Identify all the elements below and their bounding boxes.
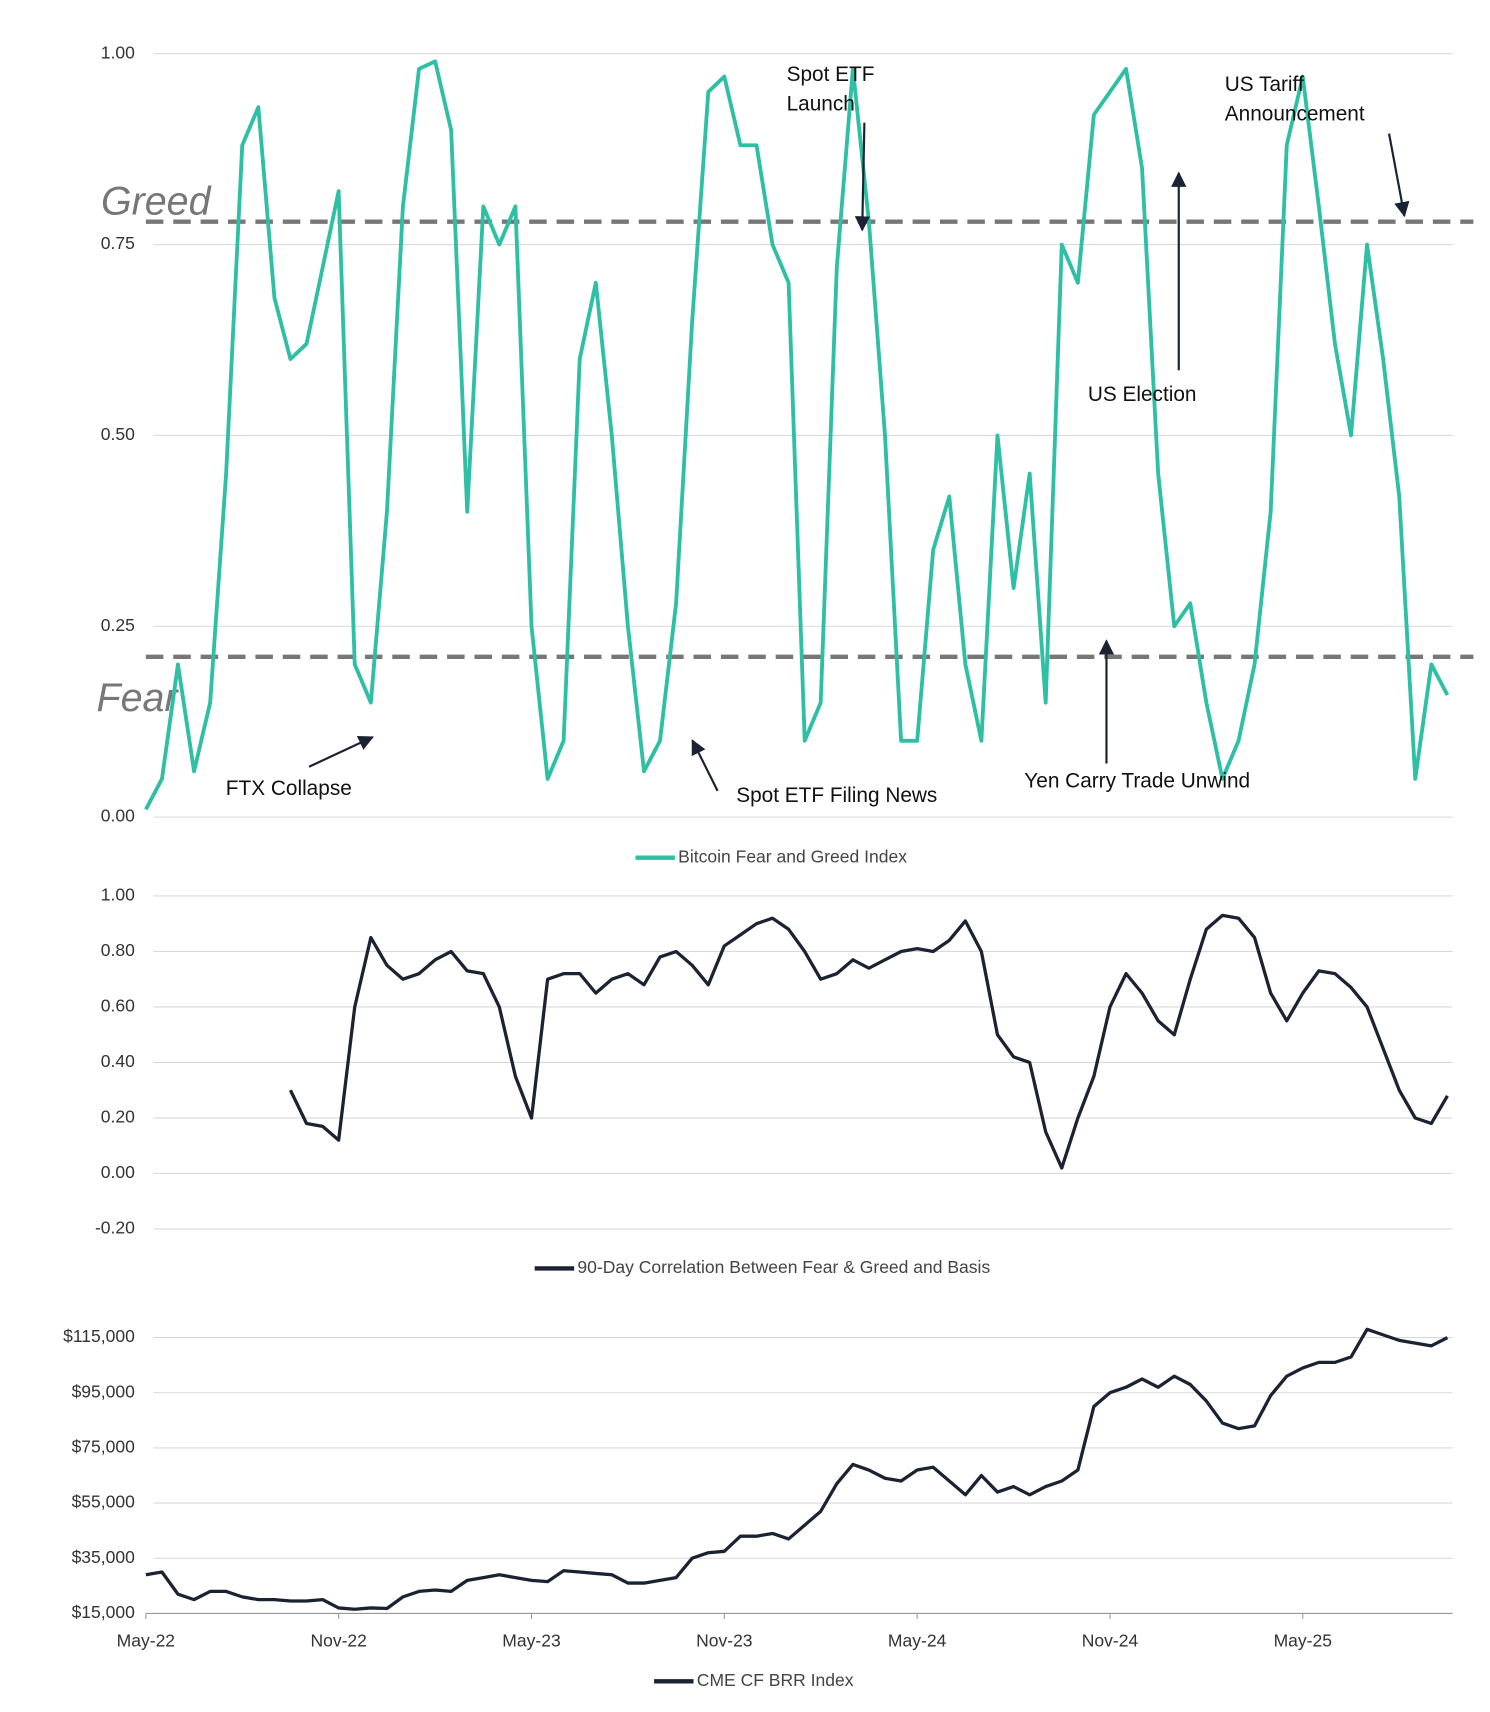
x-tick-label: Nov-24 [1082, 1631, 1139, 1651]
annotation-arrow [1387, 133, 1410, 218]
x-tick-label: May-25 [1274, 1631, 1332, 1651]
x-tick-label: May-23 [502, 1631, 560, 1651]
reference-label: Fear [97, 676, 180, 720]
reference-label: Greed [101, 180, 212, 224]
y-tick-label: 0.20 [101, 1107, 135, 1127]
x-tick-label: Nov-23 [696, 1631, 752, 1651]
annotation: Spot ETF [787, 63, 875, 86]
annotation: US Election [1088, 383, 1197, 406]
x-tick-label: Nov-22 [310, 1631, 366, 1651]
y-tick-label: $75,000 [72, 1437, 136, 1457]
series-line [288, 913, 1449, 1170]
annotation-arrow [854, 122, 871, 232]
y-tick-label: 0.25 [101, 615, 135, 635]
y-tick-label: 1.00 [101, 885, 135, 905]
annotation: Launch [787, 93, 855, 116]
annotation: Yen Carry Trade Unwind [1024, 770, 1250, 793]
y-tick-label: 0.50 [101, 424, 135, 444]
y-tick-label: $55,000 [72, 1492, 136, 1512]
legend-label: Bitcoin Fear and Greed Index [678, 846, 907, 866]
y-tick-label: 0.00 [101, 1162, 135, 1182]
annotation: Announcement [1225, 103, 1365, 126]
y-tick-label: $35,000 [72, 1547, 136, 1567]
x-tick-label: May-22 [117, 1631, 175, 1651]
y-tick-label: $95,000 [72, 1381, 136, 1401]
annotation-arrow [308, 736, 374, 768]
legend-label: CME CF BRR Index [697, 1670, 854, 1690]
y-tick-label: 1.00 [101, 42, 135, 62]
annotation: FTX Collapse [226, 777, 352, 800]
series-line [145, 1327, 1449, 1611]
annotation: Spot ETF Filing News [736, 784, 937, 807]
y-tick-label: $115,000 [63, 1326, 135, 1346]
y-tick-label: 0.00 [101, 806, 135, 826]
y-tick-label: 0.60 [101, 996, 135, 1016]
y-tick-label: 0.80 [101, 940, 135, 960]
legend-label: 90-Day Correlation Between Fear & Greed … [577, 1257, 990, 1277]
y-tick-label: $15,000 [72, 1602, 136, 1622]
y-tick-label: 0.40 [101, 1051, 135, 1071]
series-line [144, 59, 1450, 811]
y-tick-label: 0.75 [101, 233, 135, 253]
y-tick-label: -0.20 [95, 1218, 135, 1238]
annotation-arrow [691, 739, 719, 792]
annotation: US Tariff [1225, 73, 1304, 96]
x-tick-label: May-24 [888, 1631, 947, 1651]
